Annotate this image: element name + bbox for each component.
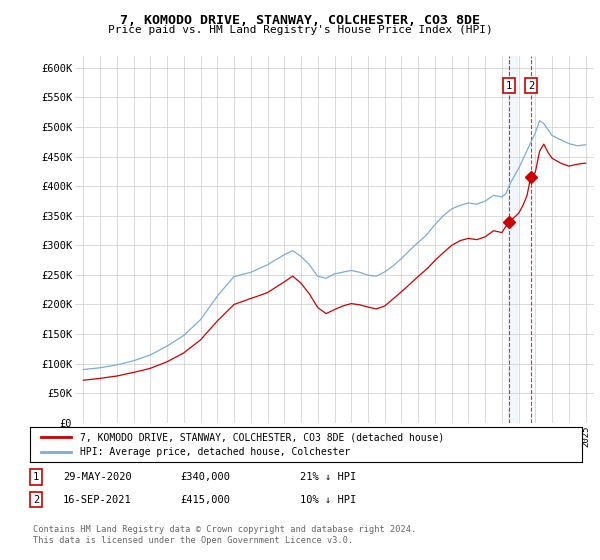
- Text: 7, KOMODO DRIVE, STANWAY, COLCHESTER, CO3 8DE: 7, KOMODO DRIVE, STANWAY, COLCHESTER, CO…: [120, 14, 480, 27]
- Text: 1: 1: [506, 81, 512, 91]
- Text: HPI: Average price, detached house, Colchester: HPI: Average price, detached house, Colc…: [80, 447, 350, 458]
- Text: Price paid vs. HM Land Registry's House Price Index (HPI): Price paid vs. HM Land Registry's House …: [107, 25, 493, 35]
- Text: £340,000: £340,000: [180, 472, 230, 482]
- Text: 2: 2: [33, 494, 39, 505]
- Text: 10% ↓ HPI: 10% ↓ HPI: [300, 494, 356, 505]
- Text: £415,000: £415,000: [180, 494, 230, 505]
- Text: 29-MAY-2020: 29-MAY-2020: [63, 472, 132, 482]
- Bar: [508, 56, 517, 423]
- Text: 2: 2: [528, 81, 535, 91]
- Text: Contains HM Land Registry data © Crown copyright and database right 2024.
This d: Contains HM Land Registry data © Crown c…: [33, 525, 416, 545]
- Text: 7, KOMODO DRIVE, STANWAY, COLCHESTER, CO3 8DE (detached house): 7, KOMODO DRIVE, STANWAY, COLCHESTER, CO…: [80, 432, 444, 442]
- Text: 16-SEP-2021: 16-SEP-2021: [63, 494, 132, 505]
- Text: 21% ↓ HPI: 21% ↓ HPI: [300, 472, 356, 482]
- Text: 1: 1: [33, 472, 39, 482]
